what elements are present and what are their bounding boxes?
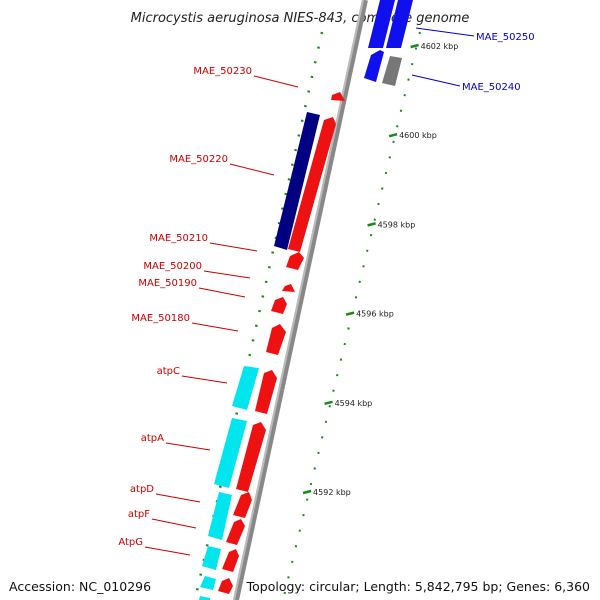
gene-feature	[222, 549, 239, 572]
leader-line	[155, 493, 201, 503]
tick-label: 4602 kbp	[421, 42, 459, 51]
gene-feature	[368, 0, 395, 48]
backbone-highlight	[233, 0, 364, 600]
inner-dotted-ring	[282, 31, 421, 600]
leader-line	[203, 270, 251, 279]
map-title: Microcystis aeruginosa NIES-843, complet…	[131, 11, 470, 26]
gene-feature	[226, 519, 245, 545]
tick-label: 4598 kbp	[378, 220, 416, 229]
gene-feature	[208, 492, 232, 540]
gene-label: MAE_50230	[193, 66, 252, 77]
tick-mark	[302, 489, 312, 495]
tick-label: 4596 kbp	[356, 310, 394, 319]
gene-label: atpA	[141, 433, 164, 444]
gene-label: atpC	[157, 366, 180, 377]
leader-line	[165, 442, 211, 451]
gene-feature	[218, 578, 233, 594]
topology-summary: Topology: circular; Length: 5,842,795 bp…	[246, 579, 590, 594]
gene-feature	[364, 50, 384, 82]
gene-label: MAE_50220	[169, 154, 228, 165]
gene-label: AtpG	[118, 537, 143, 548]
leader-line	[151, 518, 197, 529]
tick-label: 4594 kbp	[335, 399, 373, 408]
leader-line	[198, 287, 246, 298]
gene-label: MAE_50190	[138, 278, 197, 289]
gene-feature	[271, 297, 287, 314]
gene-label: atpF	[128, 509, 150, 520]
leader-line	[253, 75, 299, 88]
leader-line	[229, 163, 275, 176]
gene-feature	[286, 252, 304, 270]
gene-feature	[255, 370, 277, 414]
tick-group: 4602 kbp 4600 kbp 4598 kbp 4596 kbp 4594 kbp…	[302, 42, 459, 497]
gene-feature	[232, 366, 259, 410]
gene-feature	[288, 117, 336, 252]
gene-label: atpD	[130, 484, 154, 495]
gene-feature	[199, 596, 210, 600]
gene-feature	[266, 324, 286, 355]
gene-feature	[331, 92, 345, 101]
gene-feature	[236, 422, 266, 492]
gene-feature	[202, 546, 221, 570]
tick-mark	[388, 132, 398, 138]
left-labels: MAE_50230 MAE_50220 MAE_50210 MAE_50200 MAE_…	[118, 66, 299, 556]
leader-line	[144, 546, 191, 556]
gene-feature	[282, 284, 295, 292]
gene-feature	[274, 112, 320, 250]
gene-feature	[200, 576, 216, 590]
tick-mark	[345, 311, 355, 316]
gene-label: MAE_50250	[476, 32, 535, 43]
tick-mark	[410, 43, 419, 49]
tick-mark	[367, 222, 376, 227]
tick-label: 4600 kbp	[399, 131, 437, 140]
backbone	[233, 0, 368, 600]
leader-line	[209, 242, 258, 252]
right-labels: MAE_50250 MAE_50240	[411, 27, 535, 93]
tick-mark	[324, 400, 333, 406]
accession-text: Accession: NC_010296	[9, 579, 152, 594]
leader-line	[191, 322, 239, 332]
gene-label: MAE_50180	[131, 313, 190, 324]
gene-feature	[233, 492, 252, 518]
leader-line	[415, 27, 475, 37]
gene-label: MAE_50200	[143, 261, 202, 272]
leader-line	[411, 74, 461, 87]
gene-feature	[382, 56, 402, 86]
gene-feature	[214, 418, 247, 488]
leader-line	[181, 375, 228, 384]
gene-feature	[386, 0, 413, 48]
gene-label: MAE_50210	[149, 233, 208, 244]
gene-label: MAE_50240	[462, 82, 521, 93]
tick-label: 4592 kbp	[313, 488, 351, 497]
